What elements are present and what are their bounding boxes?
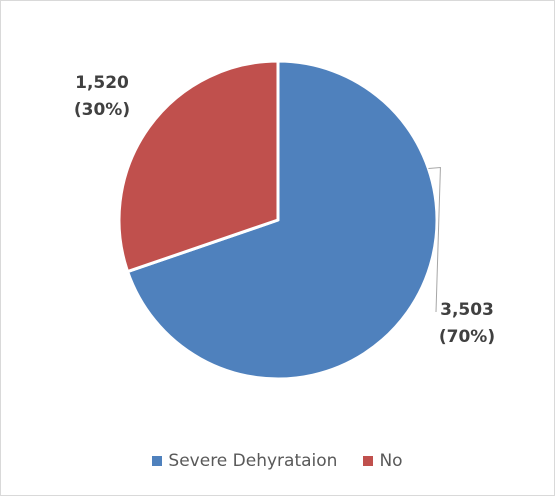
data-labels: 1,520 (30%) 3,503 (70%) <box>74 73 495 347</box>
data-label-value-no: 1,520 <box>75 73 129 93</box>
data-label-percent-severe-dehyrataion: (70%) <box>439 327 495 347</box>
data-label-value-severe-dehyrataion: 3,503 <box>440 300 494 320</box>
legend-label-no: No <box>379 451 403 471</box>
pie-slices <box>117 59 439 381</box>
pie-slice-severe-dehyrataion <box>126 59 439 381</box>
legend-item-no: No <box>363 451 403 471</box>
data-label-percent-no: (30%) <box>74 100 130 120</box>
legend-swatch-no <box>363 456 374 466</box>
legend-swatch-severe-dehyrataion <box>152 456 163 466</box>
leader-lines <box>428 166 441 313</box>
legend: Severe Dehyrataion No <box>0 448 555 474</box>
legend-label-severe-dehyrataion: Severe Dehyrataion <box>168 451 338 471</box>
legend-item-severe-dehyrataion: Severe Dehyrataion <box>152 451 337 471</box>
pie-slice-no <box>117 59 280 274</box>
leader-line-severe-dehyrataion <box>428 166 441 313</box>
